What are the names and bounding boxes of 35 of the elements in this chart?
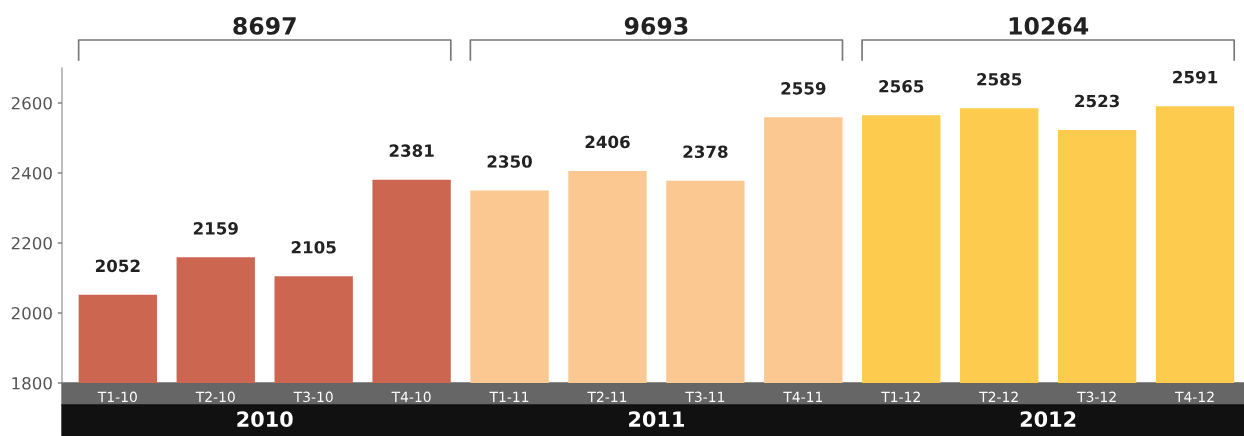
y-tick-label: 2400 bbox=[11, 166, 52, 180]
y-tick-label: 1800 bbox=[12, 376, 52, 390]
text: 2011 bbox=[629, 411, 684, 428]
y-tick-label: 2200 bbox=[11, 236, 52, 250]
data-label: 2052 bbox=[95, 259, 140, 273]
data-label: 2350 bbox=[487, 155, 532, 168]
data-label: 2159 bbox=[193, 222, 238, 235]
x-tick-label: T4-10 bbox=[391, 391, 431, 403]
x-tick-label: T4-12 bbox=[1174, 391, 1214, 402]
x-tick-label: T3-10 bbox=[293, 391, 333, 403]
x-tick-label: T3-11 bbox=[685, 391, 725, 403]
y-tick-label: 2000 bbox=[11, 306, 52, 320]
data-label: 2591 bbox=[1173, 70, 1218, 84]
data-label: 2523 bbox=[1075, 94, 1119, 108]
data-label: 2381 bbox=[389, 144, 434, 157]
x-tick-label: T2-10 bbox=[195, 391, 235, 403]
text: 10264 bbox=[1009, 16, 1089, 35]
data-label: 2565 bbox=[879, 79, 924, 93]
x-tick-label: T3-12 bbox=[1077, 391, 1116, 403]
x-tick-label: T1-10 bbox=[97, 391, 137, 403]
x-tick-label: T1-11 bbox=[489, 391, 529, 402]
text: 2010 bbox=[237, 411, 293, 428]
data-label: 2105 bbox=[291, 240, 336, 254]
data-label: 2559 bbox=[781, 82, 826, 95]
data-label: 2406 bbox=[585, 135, 630, 149]
x-tick-label: T2-12 bbox=[979, 391, 1018, 402]
y-tick-label: 2600 bbox=[11, 96, 52, 110]
data-label: 2378 bbox=[683, 145, 728, 159]
data-label: 2585 bbox=[977, 72, 1022, 86]
x-tick-label: T2-11 bbox=[587, 391, 627, 402]
text: 9693 bbox=[624, 16, 688, 35]
x-tick-label: T1-12 bbox=[881, 391, 920, 402]
text: 2012 bbox=[1020, 411, 1076, 428]
x-tick-label: T4-11 bbox=[783, 391, 823, 402]
text: 8697 bbox=[233, 16, 296, 35]
